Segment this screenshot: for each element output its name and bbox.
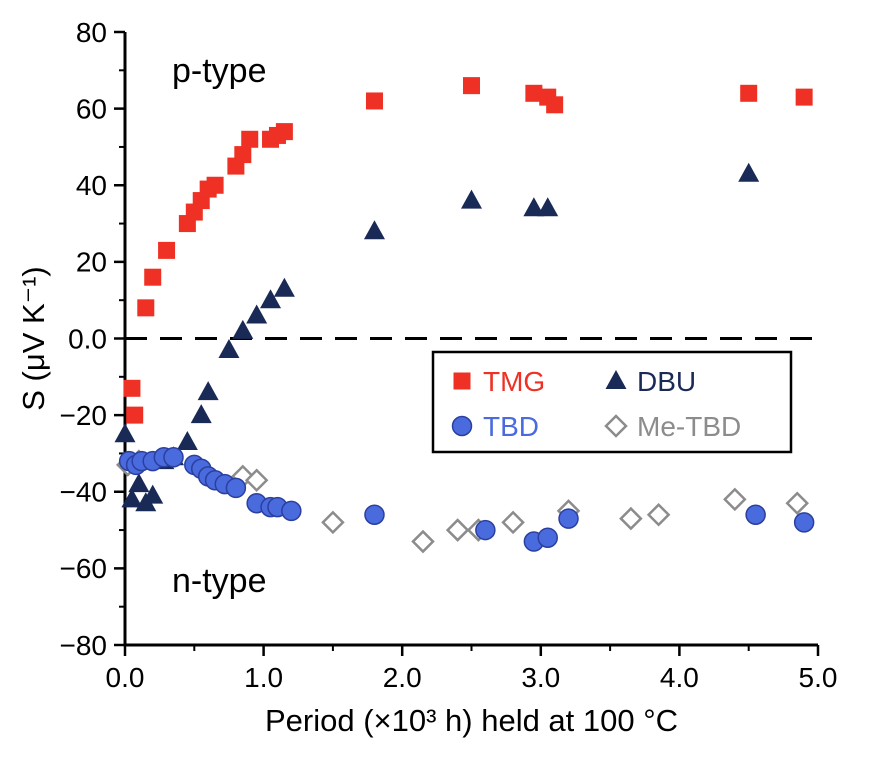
data-point-me-tbd: [445, 518, 470, 542]
data-point-dbu: [121, 488, 143, 508]
data-point-tmg: [275, 123, 293, 141]
y-tick-label: −20: [60, 400, 108, 431]
series-tbd: [118, 447, 815, 552]
annotation-p-type: p-type: [172, 52, 267, 90]
data-point-dbu: [461, 189, 482, 209]
data-point-dbu: [114, 423, 136, 443]
y-tick-label: 0.0: [68, 323, 107, 354]
annotation-n-type: n-type: [172, 562, 267, 600]
data-point-tmg: [525, 84, 543, 102]
data-point-me-tbd: [785, 491, 809, 516]
data-point-tmg: [158, 241, 176, 259]
data-point-tmg: [241, 130, 259, 148]
data-point-me-tbd: [321, 510, 345, 535]
data-point-dbu: [260, 289, 282, 309]
data-point-me-tbd: [646, 502, 671, 527]
legend-item-tbd: TBD: [451, 411, 539, 442]
x-tick-label: 3.0: [521, 662, 560, 693]
legend-label-me-tbd: Me-TBD: [637, 411, 741, 442]
legend-label-dbu: DBU: [637, 366, 696, 397]
data-point-tmg: [740, 84, 758, 102]
data-point-tmg: [123, 379, 141, 397]
legend-label-tbd: TBD: [483, 411, 539, 442]
data-point-tbd: [364, 504, 385, 525]
data-point-tbd: [537, 527, 558, 548]
x-axis-label: Period (×10³ h) held at 100 °C: [264, 703, 679, 738]
data-point-dbu: [190, 404, 212, 424]
legend-label-tmg: TMG: [483, 366, 545, 397]
y-tick-label: 60: [76, 93, 107, 124]
y-tick-label: −40: [60, 477, 108, 508]
series-tmg: [123, 77, 813, 424]
axis-ticks: −80 −60 −40 −20 0.0 20 40 60 80 0.0 1.0 2.0 3.0 4.0 5.…: [60, 17, 838, 693]
data-point-tbd: [163, 447, 184, 468]
y-tick-label: 40: [76, 170, 107, 201]
y-tick-label: 20: [76, 247, 107, 278]
data-point-tbd: [793, 512, 815, 533]
data-point-dbu: [197, 381, 219, 401]
legend: TMG DBU TBD Me-TBD: [431, 350, 793, 454]
y-axis-label: S (μV K⁻¹): [16, 266, 51, 411]
data-point-tmg: [126, 406, 144, 424]
y-tick-label: 80: [76, 17, 107, 48]
data-point-dbu: [363, 220, 385, 240]
data-point-dbu: [232, 319, 254, 339]
data-point-dbu: [523, 197, 545, 217]
series-me-tbd: [116, 449, 809, 554]
y-tick-label: −60: [60, 553, 108, 584]
data-point-dbu: [128, 473, 150, 493]
legend-marker-dbu: [605, 370, 627, 389]
data-point-tmg: [206, 176, 224, 194]
data-point-me-tbd: [619, 506, 643, 531]
data-point-tbd: [225, 477, 247, 499]
data-point-me-tbd: [723, 487, 747, 512]
data-point-tmg: [365, 92, 383, 110]
legend-marker-tbd: [451, 415, 473, 437]
legend-item-me-tbd: Me-TBD: [604, 411, 741, 442]
data-point-tbd: [558, 508, 579, 529]
data-point-me-tbd: [501, 510, 525, 535]
data-point-me-tbd: [411, 529, 435, 554]
data-point-tbd: [475, 519, 496, 541]
x-tick-label: 1.0: [244, 662, 283, 693]
data-point-dbu: [246, 304, 268, 324]
x-tick-label: 5.0: [799, 662, 838, 693]
legend-item-tmg: TMG: [453, 366, 545, 397]
legend-item-dbu: DBU: [605, 366, 696, 397]
legend-marker-me-tbd: [604, 414, 628, 438]
data-point-tmg: [234, 146, 252, 164]
data-point-me-tbd: [244, 468, 269, 493]
y-tick-label: −80: [60, 630, 108, 661]
data-point-tmg: [137, 299, 155, 317]
data-point-dbu: [176, 430, 198, 450]
data-point-dbu: [738, 162, 760, 182]
data-point-dbu: [142, 484, 164, 504]
data-point-tbd: [745, 504, 766, 525]
x-tick-label: 4.0: [660, 662, 699, 693]
x-tick-label: 0.0: [106, 662, 145, 693]
data-point-dbu: [273, 277, 295, 297]
legend-marker-tmg: [453, 372, 471, 390]
data-point-tmg: [463, 77, 480, 95]
data-point-dbu: [537, 197, 559, 217]
data-point-tmg: [546, 96, 564, 114]
data-point-dbu: [218, 338, 240, 358]
x-tick-label: 2.0: [383, 662, 422, 693]
data-point-tbd: [281, 500, 302, 522]
legend-box: [431, 350, 793, 454]
data-point-tmg: [144, 268, 162, 286]
data-point-tmg: [795, 88, 813, 106]
